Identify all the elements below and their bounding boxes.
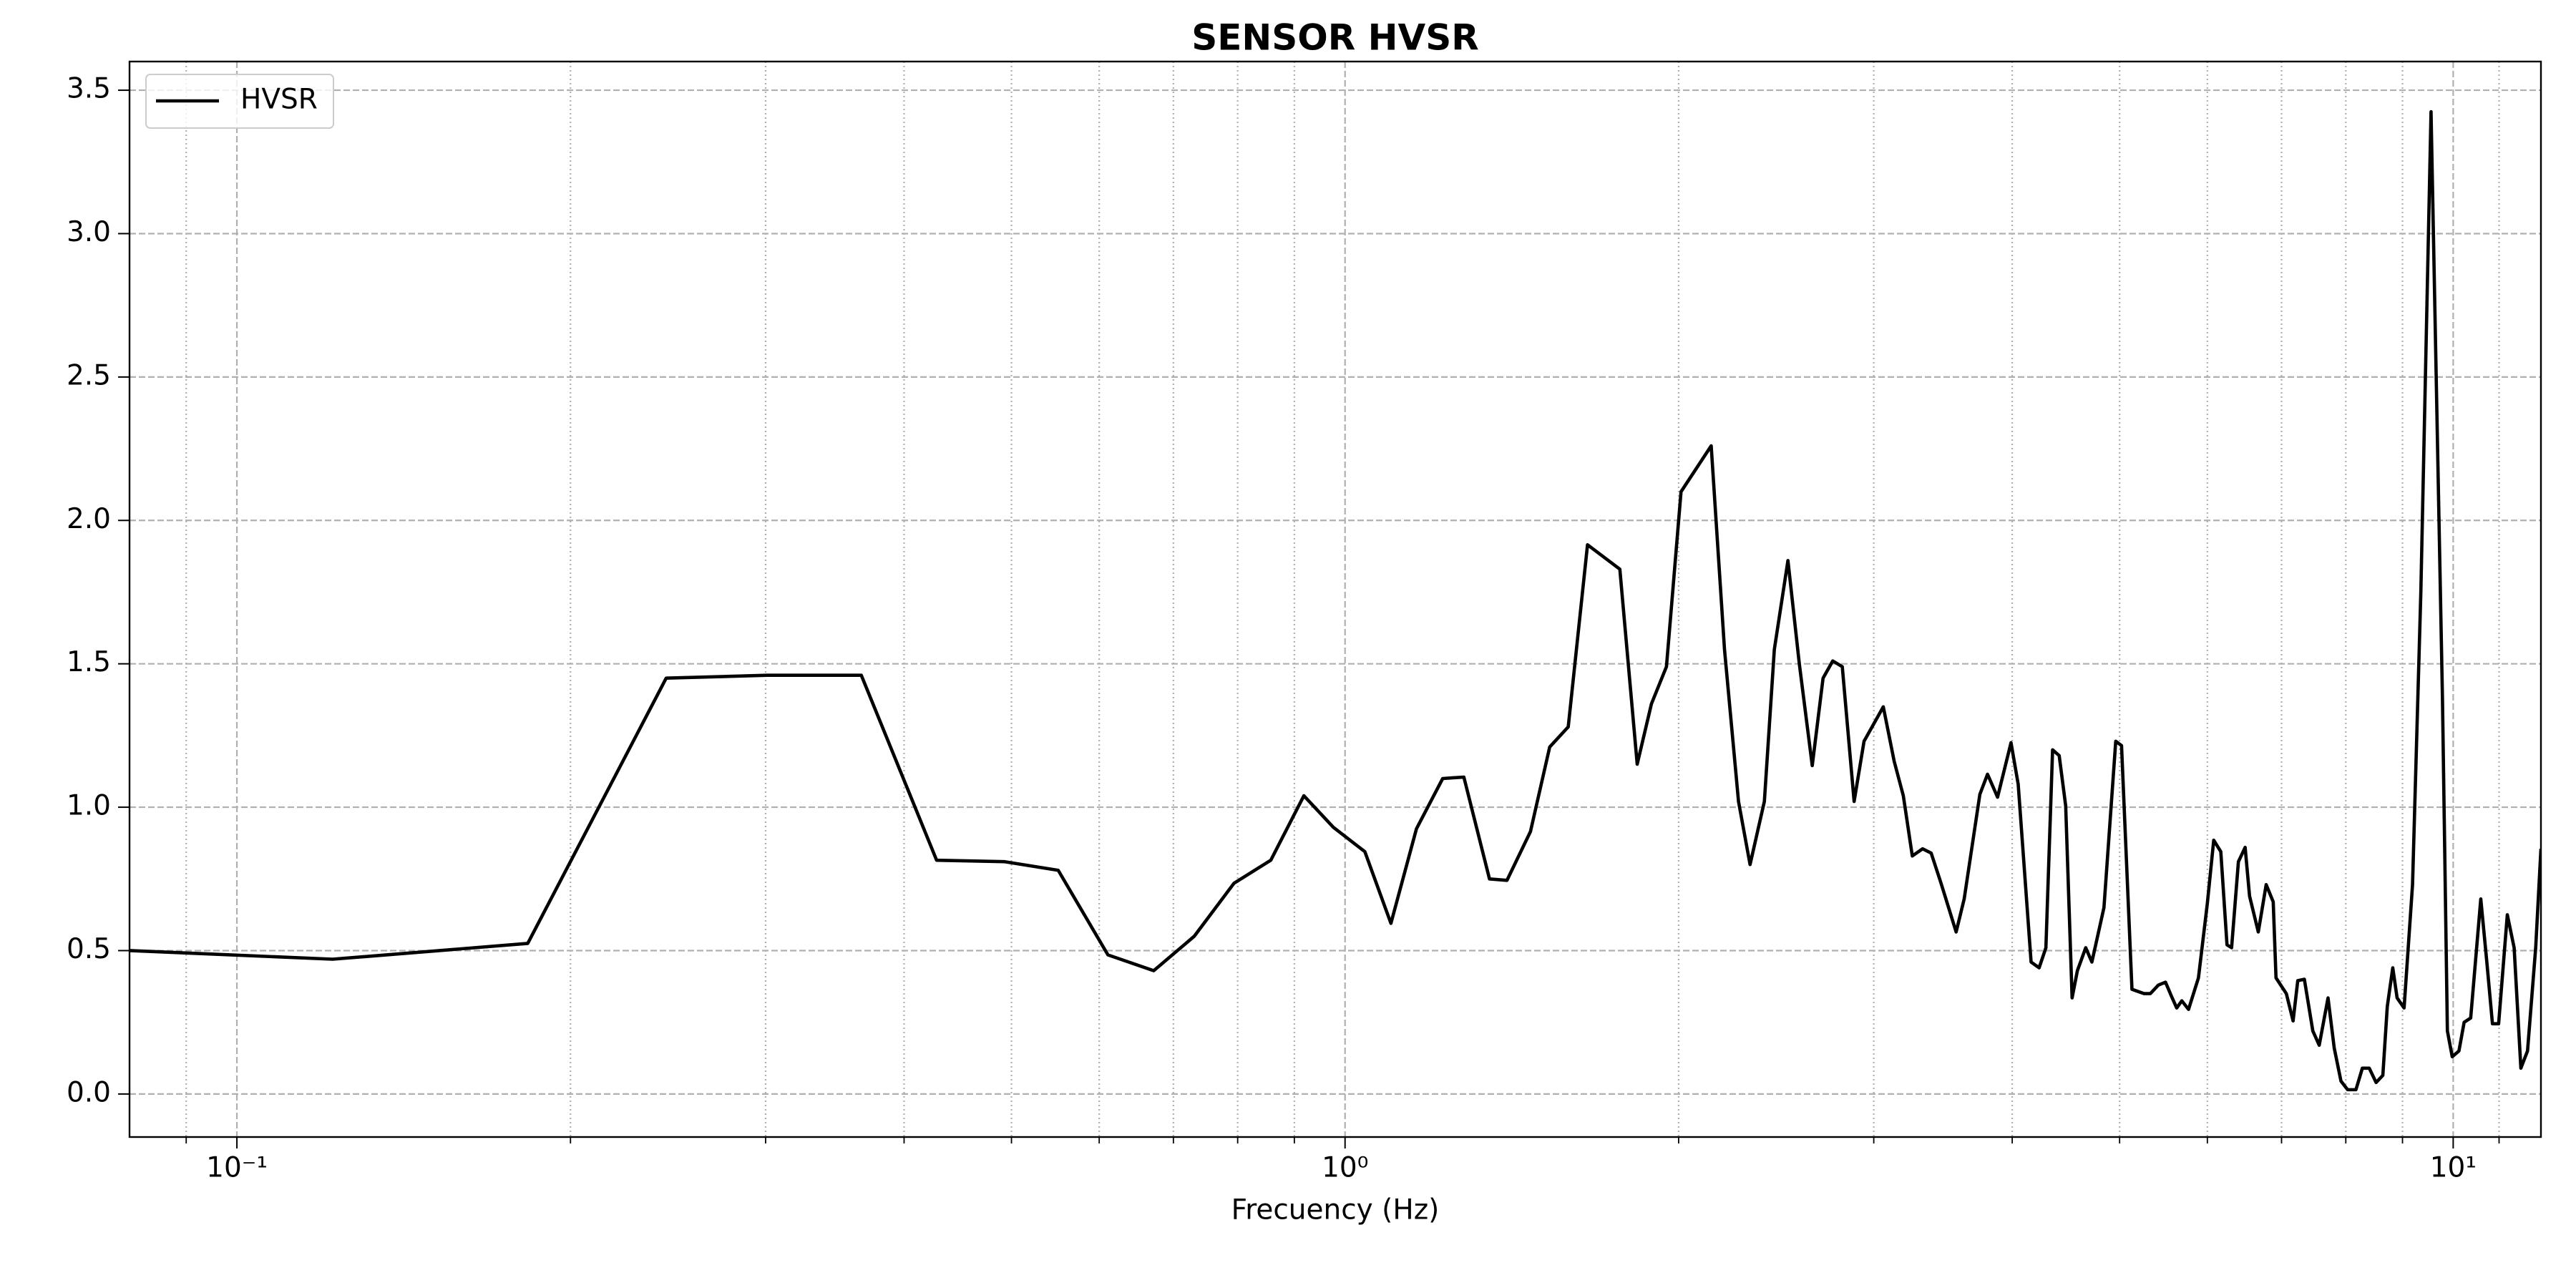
y-tick-label: 2.5 [67,359,111,391]
y-tick-label: 2.0 [67,503,111,535]
y-tick-label: 3.0 [67,216,111,248]
legend-box [145,74,334,129]
x-axis-label: Frecuency (Hz) [1231,1194,1440,1226]
x-tick-label: 10¹ [2430,1152,2477,1184]
plot-frame [128,60,2542,1138]
y-tick-label: 0.5 [67,933,111,965]
legend-label: HVSR [240,84,318,116]
y-tick-label: 1.5 [67,646,111,678]
x-tick-label: 10⁰ [1322,1152,1368,1184]
data-line [130,109,2541,1092]
y-tick-label: 1.0 [67,790,111,822]
chart-title: SENSOR HVSR [1191,17,1479,59]
y-tick-label: 0.0 [67,1076,111,1108]
y-tick-label: 3.5 [67,73,111,105]
x-tick-label: 10⁻¹ [206,1152,268,1184]
